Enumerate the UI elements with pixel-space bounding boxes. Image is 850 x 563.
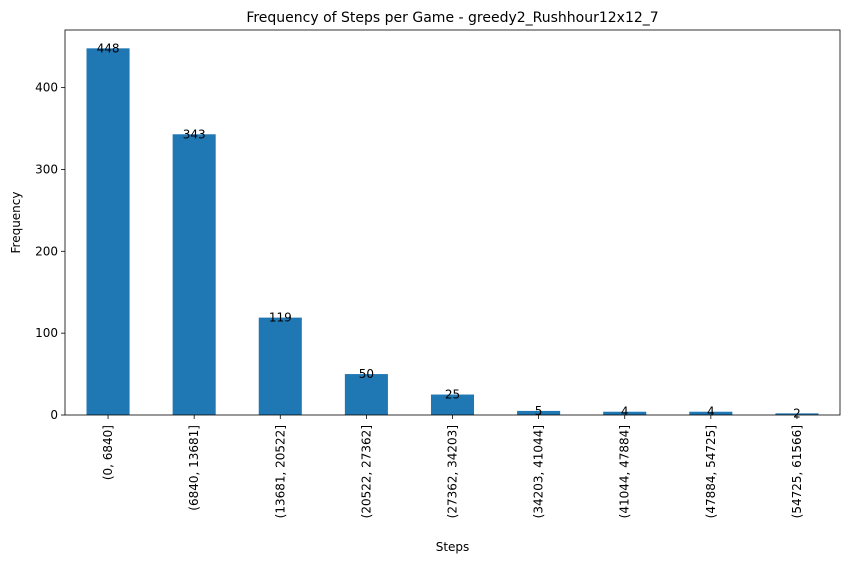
x-tick-label: (54725, 61566] — [790, 425, 804, 518]
bar — [430, 394, 475, 415]
bar-value-label: 119 — [269, 311, 292, 325]
bar — [603, 411, 647, 415]
chart-title: Frequency of Steps per Game - greedy2_Ru… — [246, 10, 658, 26]
y-tick-label: 100 — [35, 326, 58, 340]
bar — [86, 48, 130, 415]
bar-value-label: 343 — [183, 127, 206, 141]
x-tick-label: (34203, 41044] — [532, 425, 546, 518]
bar-value-label: 25 — [445, 388, 460, 402]
x-tick-label: (0, 6840] — [101, 425, 115, 480]
bar-value-label: 50 — [359, 367, 374, 381]
y-axis-label: Frequency — [9, 192, 23, 254]
x-tick-label: (6840, 13681] — [187, 425, 201, 511]
y-tick-label: 400 — [35, 81, 58, 95]
bars-group — [86, 48, 819, 416]
bar — [344, 374, 388, 415]
bar-value-label: 4 — [707, 405, 715, 419]
x-tick-label: (13681, 20522] — [273, 425, 287, 518]
y-tick-label: 200 — [35, 244, 58, 258]
x-tick-label: (20522, 27362] — [359, 425, 373, 518]
x-tick-label: (27362, 34203] — [446, 425, 460, 518]
bar — [172, 134, 216, 416]
bar-value-label: 5 — [535, 404, 543, 418]
bar — [689, 411, 733, 415]
x-axis-label: Steps — [436, 540, 470, 554]
bar — [775, 413, 819, 415]
plot-frame — [64, 29, 841, 416]
y-tick-label: 0 — [50, 408, 58, 422]
bar — [258, 317, 302, 415]
bar-labels-group: 448 343 119 50 25 5 4 4 2 — [97, 41, 801, 420]
bar-value-label: 4 — [621, 405, 629, 419]
y-tick-label: 300 — [35, 162, 58, 176]
x-tick-label: (41044, 47884] — [618, 425, 632, 518]
bar — [517, 410, 561, 415]
bar-value-label: 448 — [97, 41, 120, 55]
y-axis: 0 100 200 300 400 — [35, 81, 65, 422]
x-axis: (0, 6840] (6840, 13681] (13681, 20522] (205… — [101, 415, 804, 518]
x-tick-label: (47884, 54725] — [704, 425, 718, 518]
bar-value-label: 2 — [793, 406, 801, 420]
